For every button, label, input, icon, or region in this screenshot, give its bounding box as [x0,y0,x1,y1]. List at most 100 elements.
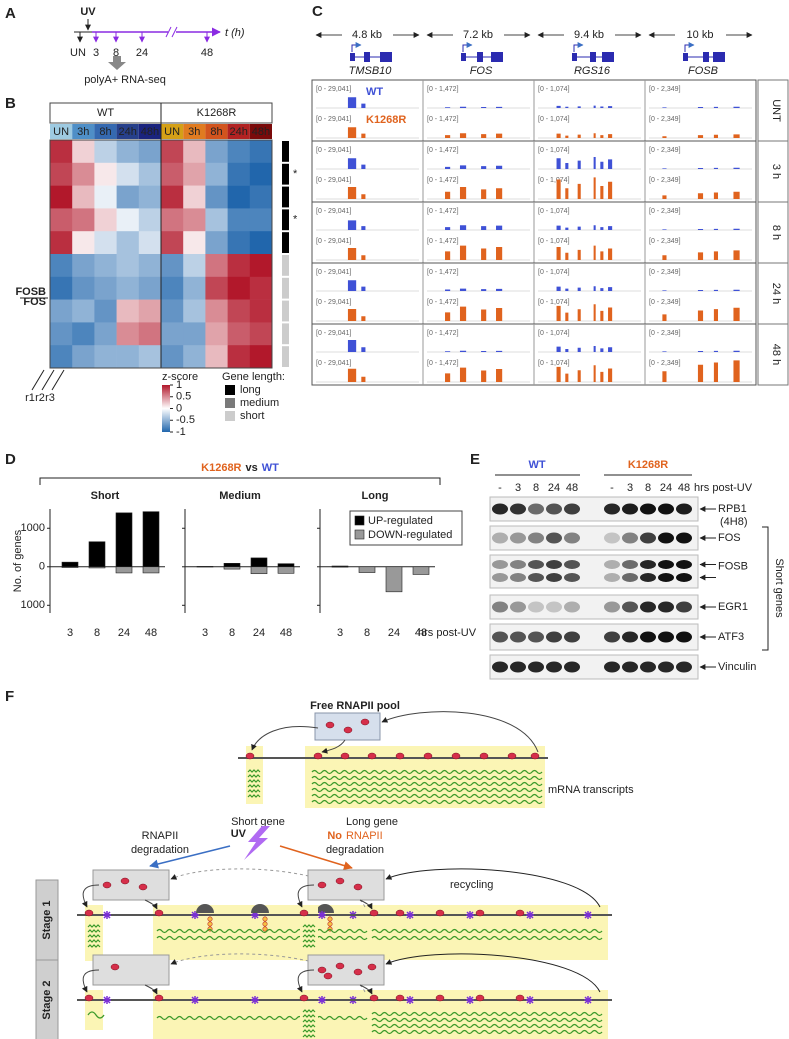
heatmap-cell [205,140,228,164]
mrna [302,1034,316,1038]
rnapii [423,752,433,760]
bar [142,566,160,574]
mrna [302,1014,316,1018]
panel-label: F [5,688,14,705]
bar [61,566,79,568]
condition-header [94,124,117,139]
track-range: [0 - 2,349] [649,147,681,154]
heatmap-cell [138,162,162,186]
heatmap-cell [72,345,95,369]
rnapii [395,909,405,917]
band [622,560,638,569]
rnapii [299,994,309,1002]
band [492,601,508,613]
rnapii [367,963,377,971]
mrna [87,939,101,943]
mrna [247,769,261,773]
band [604,661,620,673]
mrna [302,939,316,943]
mrna [371,928,603,934]
bar [223,566,241,570]
rnapii [335,962,345,970]
heatmap-cell [183,276,206,300]
bar [142,511,160,568]
gene-name: FOSB [688,65,718,77]
lane-label: 3 [515,482,521,494]
rnapii [102,881,112,889]
uv-label: UV [80,6,96,18]
protein-label: EGR1 [718,601,748,613]
heatmap-cell [183,208,206,232]
recruit-arrow [144,984,158,995]
heatmap-cell [227,276,251,300]
antibody-label: (4H8) [720,516,748,528]
bar [277,566,295,574]
track-range: [0 - 2,349] [649,269,681,276]
x-tick-label: 3 [67,627,73,639]
chart-title-part: vs [246,462,258,474]
gene-length-cell [282,300,289,322]
heatmap-cell [227,162,251,186]
mrna [87,1011,105,1019]
heatmap-cell [249,345,273,369]
gene-exon [380,52,392,62]
rnapii [353,883,363,891]
coverage [538,286,641,291]
heatmap-cell [161,322,184,346]
condition-label: 48h [252,126,270,138]
track-range: [0 - 1,074] [538,116,570,123]
heatmap-cell [249,299,273,323]
heatmap-cell [227,185,251,209]
rnapii [479,752,489,760]
blot [489,554,699,589]
x-tick-label: 24 [388,627,400,639]
heatmap-cell [183,162,206,186]
heatmap-cell [161,185,184,209]
band [604,631,620,643]
panel-label: E [470,451,480,468]
heatmap-cell [116,276,140,300]
condition-label: 8h [210,126,222,138]
facet-title: Short [91,490,120,502]
replicate-label: r2 [35,392,45,404]
band [528,631,544,643]
coverage [538,133,641,138]
bar [88,566,106,569]
rnapii [120,877,130,885]
coverage [316,97,419,108]
gene-label: FOSB [15,286,46,298]
heatmap-frame [49,139,273,369]
band [510,573,526,582]
bar [61,561,79,568]
coverage [649,360,752,382]
coverage [316,187,419,199]
uv-lesion [526,996,534,1004]
chart-title: K1268R vs WT [201,462,279,474]
band [564,573,580,582]
colorbar-tick-label: 0 [176,402,182,414]
uv-lesion [251,996,259,1004]
coverage [649,191,752,199]
colorbar-tick-label: -0.5 [176,414,195,426]
heatmap-cell [50,276,73,300]
genotype-label: WT [528,459,545,471]
coverage [427,350,530,352]
band [564,631,580,643]
track-range: [0 - 1,472] [427,269,459,276]
heatmap-cell [116,208,140,232]
heatmap-cell [72,276,95,300]
heatmap-cell [161,345,184,369]
coverage [316,280,419,291]
heatmap-cell [183,231,206,255]
gene-region [300,905,318,961]
track-range: [0 - 2,349] [649,299,681,306]
process-arrow [108,56,126,70]
chart-title-part: WT [262,462,279,474]
gene-name: TMSB10 [349,65,393,77]
uv-lesion [526,911,534,919]
coverage [427,187,530,199]
heatmap-cell [116,140,140,164]
heatmap-cell [72,322,95,346]
track-range: [0 - 29,041] [316,177,351,184]
band [546,573,562,582]
